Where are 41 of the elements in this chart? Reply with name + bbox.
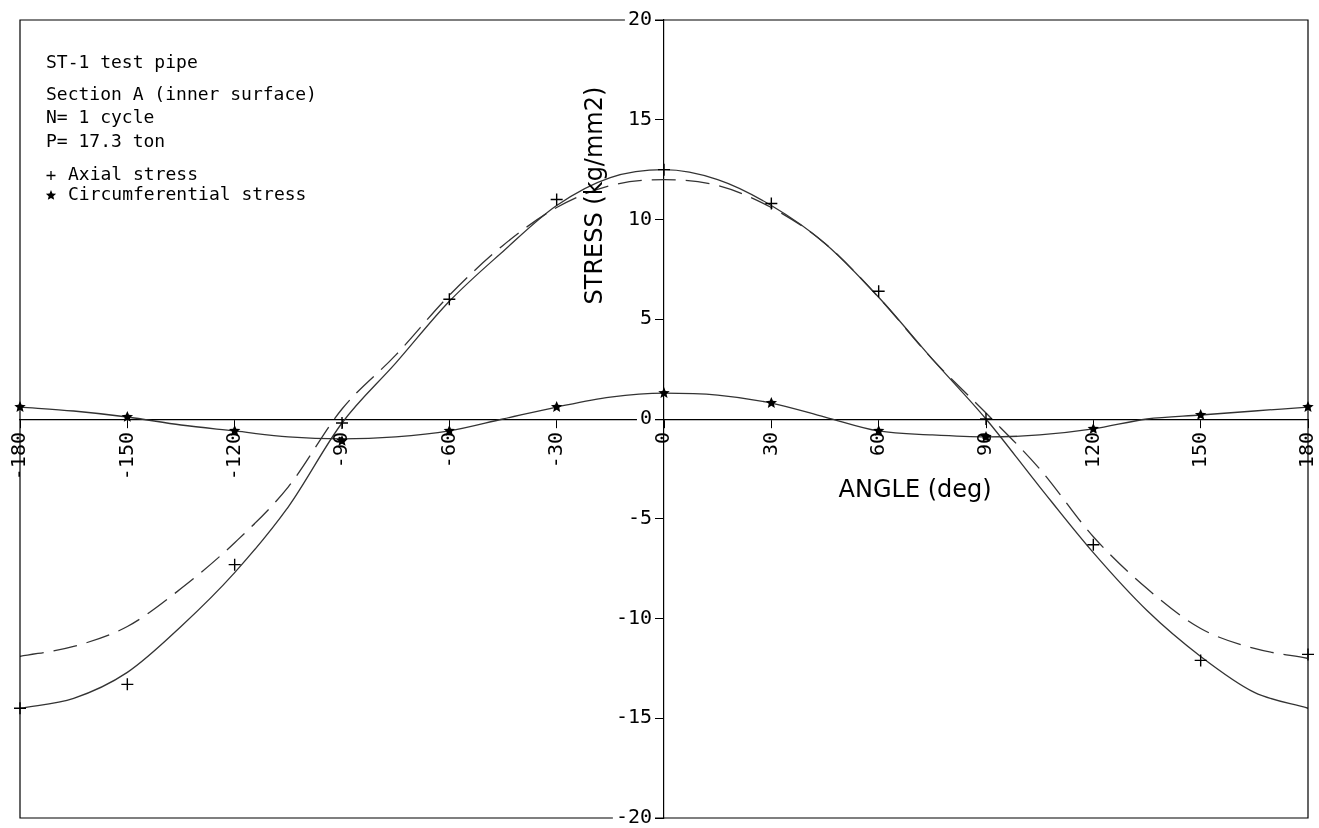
point	[335, 416, 349, 430]
point	[871, 284, 886, 299]
text: ST-1 test pipe	[46, 50, 198, 72]
annotation: P= 17.3 ton	[46, 129, 166, 151]
x-tick-label: -180	[6, 432, 31, 481]
y-axis-title: STRESS (kg/mm2)	[580, 86, 609, 305]
y-tick-label: -20	[615, 804, 652, 828]
y-tick-label: 20	[627, 6, 652, 31]
annotation: N= 1 cycle	[46, 106, 155, 128]
point	[227, 557, 242, 572]
y-tick-label: -5	[627, 504, 652, 529]
annotation: Section A (inner surface)	[46, 82, 317, 104]
x-tick-label: 180	[1294, 432, 1319, 469]
y-tick-label: 15	[627, 105, 652, 130]
point	[442, 292, 457, 306]
legend-label: Circumferential stress	[68, 183, 307, 205]
y-tick-label: 0	[639, 405, 652, 430]
x-axis-title: ANGLE (deg)	[838, 475, 992, 504]
x-tick-label: 120	[1079, 432, 1104, 469]
x-tick-label: -60	[435, 432, 460, 469]
x-tick-label: 150	[1186, 432, 1211, 469]
point	[1086, 537, 1101, 552]
x-tick-label: 30	[757, 432, 782, 457]
point	[765, 397, 778, 408]
point	[120, 677, 135, 692]
y-tick-label: 5	[639, 305, 652, 330]
point	[658, 387, 670, 398]
point	[764, 196, 779, 211]
y-tick-label: -10	[615, 604, 652, 629]
point	[549, 192, 564, 207]
x-tick-label: 60	[864, 432, 889, 457]
x-tick-label: -30	[542, 432, 567, 469]
point	[1194, 409, 1207, 420]
point	[550, 401, 563, 412]
legend-label: Axial stress	[68, 163, 199, 185]
x-tick-label: -150	[113, 432, 138, 481]
y-tick-label: 10	[627, 205, 652, 230]
y-tick-label: -15	[615, 704, 652, 729]
point	[121, 411, 134, 422]
x-tick-label: -120	[220, 432, 245, 481]
point	[1193, 653, 1208, 668]
